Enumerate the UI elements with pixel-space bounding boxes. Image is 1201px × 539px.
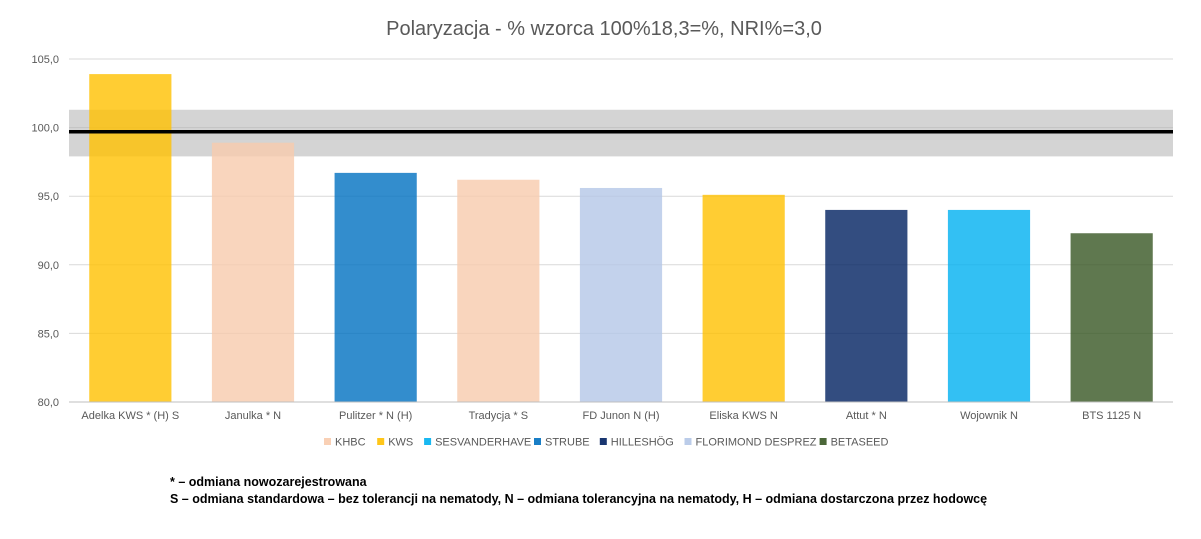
x-tick-label: Eliska KWS N bbox=[709, 410, 778, 422]
bar bbox=[579, 187, 663, 402]
bar bbox=[211, 142, 295, 402]
legend-label: HILLESHÖG bbox=[611, 437, 674, 449]
legend-swatch bbox=[324, 438, 331, 445]
x-tick-label: Attut * N bbox=[846, 410, 887, 422]
x-tick-label: Pulitzer * N (H) bbox=[339, 410, 412, 422]
axis-layer: 80,0 85,0 90,0 95,0 100,0 105,0 Adelka KWS * (… bbox=[31, 54, 1173, 422]
legend-label: STRUBE bbox=[545, 437, 590, 449]
legend-swatch bbox=[819, 438, 827, 445]
y-tick-label: 95,0 bbox=[38, 191, 59, 203]
legend-swatch bbox=[599, 438, 607, 445]
legend-swatch bbox=[377, 438, 385, 445]
footnote-new-variety: * – odmiana nowozarejestrowana bbox=[170, 475, 367, 489]
legend-label: FLORIMOND DESPREZ bbox=[696, 437, 817, 449]
y-tick-label: 100,0 bbox=[31, 123, 59, 135]
x-tick-label: FD Junon N (H) bbox=[582, 410, 659, 422]
y-tick-label: 90,0 bbox=[38, 260, 59, 272]
bar bbox=[825, 209, 908, 402]
y-tick-label: 105,0 bbox=[31, 54, 59, 66]
bar bbox=[334, 172, 417, 402]
legend-label: KWS bbox=[388, 437, 413, 449]
x-tick-label: Adelka KWS * (H) S bbox=[81, 410, 179, 422]
chart-title: Polaryzacja - % wzorca 100%18,3=%, NRI%=… bbox=[386, 18, 822, 40]
x-tick-label: BTS 1125 N bbox=[1082, 410, 1141, 422]
x-tick-label: Tradycja * S bbox=[469, 410, 529, 422]
x-tick-label: Janulka * N bbox=[225, 410, 281, 422]
footnotes: * – odmiana nowozarejestrowana S – odmia… bbox=[170, 474, 987, 508]
legend-swatch bbox=[534, 438, 541, 445]
bar bbox=[947, 209, 1031, 402]
legend-label: SESVANDERHAVE bbox=[435, 437, 531, 449]
x-tick-label: Wojownik N bbox=[960, 410, 1018, 422]
bars-layer bbox=[89, 74, 1153, 402]
bar bbox=[1070, 233, 1153, 402]
legend-swatch bbox=[424, 438, 432, 445]
bar bbox=[702, 194, 785, 402]
bar bbox=[457, 179, 540, 402]
footnote-abbreviations: S – odmiana standardowa – bez tolerancji… bbox=[170, 492, 988, 506]
legend-swatch bbox=[684, 438, 692, 445]
legend-label: BETASEED bbox=[831, 437, 889, 449]
bar bbox=[89, 74, 172, 402]
legend-label: KHBC bbox=[335, 437, 366, 449]
y-tick-label: 80,0 bbox=[38, 397, 59, 409]
legend: KHBC KWS SESVANDERHAVE STRUBE HILLESHÖG FLORI… bbox=[324, 437, 889, 449]
y-tick-label: 85,0 bbox=[38, 328, 59, 340]
